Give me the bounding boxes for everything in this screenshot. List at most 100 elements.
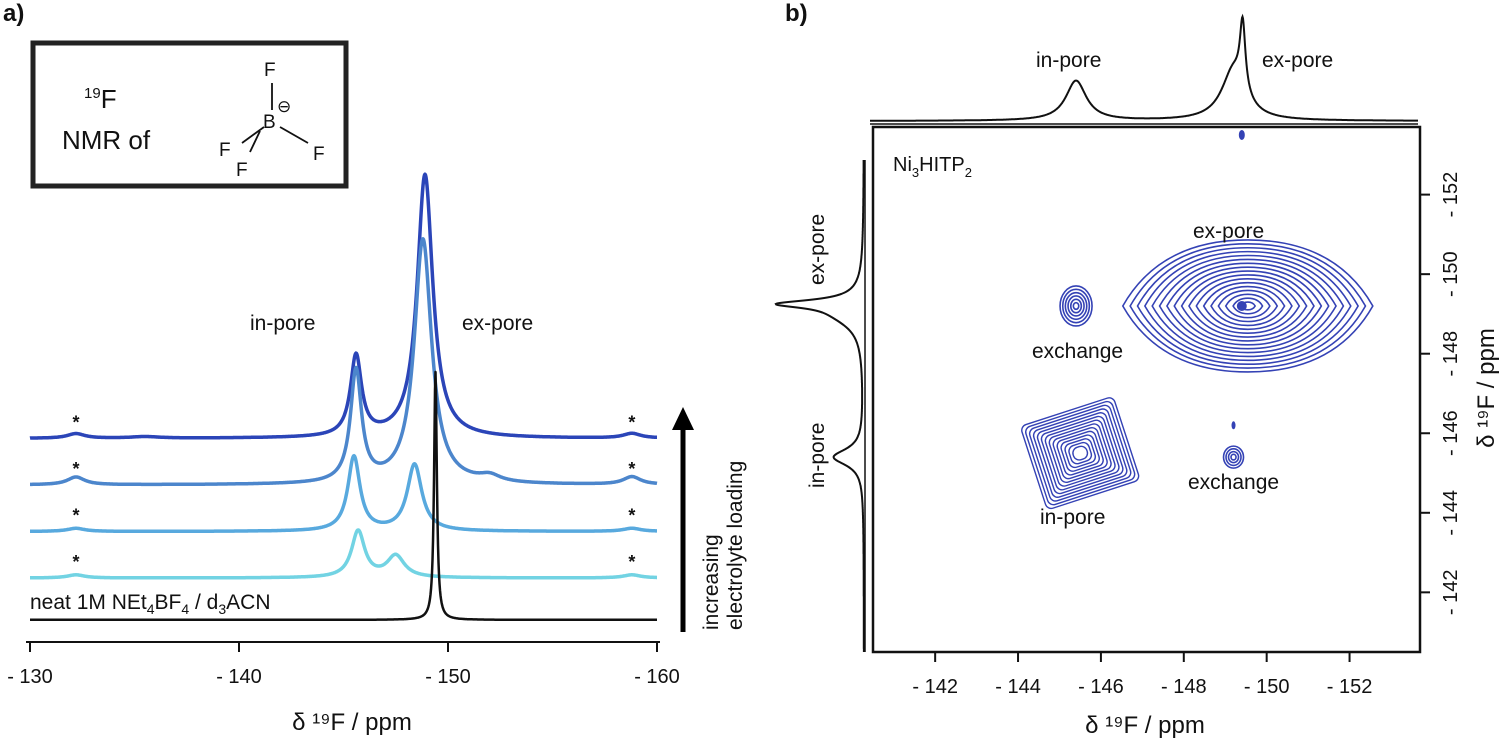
x-tick-label-b-4: - 150 [1244, 676, 1290, 698]
x-tick-label-b-1: - 144 [995, 676, 1041, 698]
proj-side-ex-pore: ex-pore [806, 214, 829, 285]
in-pore-contour-10 [1036, 412, 1124, 495]
sl-p1: 3 [912, 165, 919, 180]
neat-electrolyte-label: neat 1M NEt4BF4 / d3ACN [30, 591, 271, 617]
panel-b: in-pore ex-pore ex-pore in-pore Ni3HITP2… [774, 13, 1500, 739]
in-pore-contour-9 [1040, 415, 1120, 491]
inset-box: 19F NMR of F F F F B ⊖ [30, 40, 349, 189]
in-pore-contour-3 [1064, 438, 1097, 469]
atom-b: B [263, 112, 276, 133]
sample-label: Ni3HITP2 [893, 154, 972, 180]
exchange-lower-contour-3 [1225, 448, 1242, 467]
top-edge-artifact [1238, 129, 1245, 140]
peak-label-exchange-upper: exchange [1032, 340, 1123, 363]
bl-p4: / d [189, 591, 218, 614]
sideband-marker-2-0: * [72, 506, 79, 526]
spectrum-series-4 [29, 370, 658, 622]
ex-pore-diagonal-contour-2 [1232, 297, 1264, 315]
sideband-marker-1-1: * [628, 459, 635, 479]
in-pore-contour-7 [1048, 423, 1112, 484]
sideband-marker-0-0: * [72, 413, 79, 433]
in-pore-contour-6 [1052, 426, 1108, 480]
atom-f-left: F [219, 140, 231, 161]
exchange-lower-contour-2 [1227, 450, 1240, 464]
panel-a: 19F NMR of F F F F B ⊖ * ** ** ** * in-pore … [7, 40, 747, 736]
inset-line1: 19F [84, 84, 117, 114]
x-tick-label-a-3: - 160 [634, 666, 680, 688]
bl-p0: neat 1M NEt [30, 591, 147, 614]
charge-icon: ⊖ [277, 97, 291, 116]
y-tick-label-b-1: - 144 [1440, 490, 1462, 536]
ex-pore-diagonal-contour-6 [1202, 281, 1293, 331]
sideband-marker-3-0: * [72, 552, 79, 572]
x-tick-label-b-5: - 152 [1327, 676, 1373, 698]
ex-pore-diagonal-contour-9 [1180, 270, 1315, 342]
spectrum-series-0 [28, 172, 659, 440]
ex-pore-diagonal-contour-10 [1173, 266, 1323, 346]
ex-pore-diagonal-contour-11 [1166, 262, 1330, 350]
in-pore-contour-2 [1068, 441, 1093, 465]
contour-peaks [1021, 129, 1374, 510]
in-pore-contour-5 [1056, 430, 1104, 476]
atom-f-top: F [264, 60, 276, 81]
panel-a-label: a) [3, 0, 24, 27]
atom-f-bottom: F [236, 160, 248, 181]
sl-p2: HITP [919, 154, 965, 176]
ex-pore-diagonal-contour-17 [1121, 239, 1374, 373]
in-pore-contour-11 [1032, 408, 1128, 498]
sl-p0: Ni [893, 154, 912, 176]
spectrum-series-1 [28, 237, 659, 487]
inset-line2: NMR of [62, 125, 151, 155]
ex-pore-diagonal-contour-5 [1210, 285, 1286, 327]
in-pore-contour-14 [1021, 397, 1140, 510]
exchange-upper-contour-5 [1061, 288, 1091, 324]
exchange-upper-contour-2 [1069, 298, 1083, 314]
ex-pore-diagonal-contour-14 [1143, 250, 1352, 362]
in-pore-contour-13 [1025, 400, 1136, 506]
spectrum-series-3 [28, 528, 659, 580]
y-tick-label-b-2: - 146 [1440, 410, 1462, 456]
peak-label-in-pore: in-pore [1040, 506, 1105, 529]
x-ticks-a: - 130 - 140 - 150 - 160 [7, 642, 680, 688]
in-pore-contour-12 [1028, 404, 1132, 502]
sideband-marker-1-0: * [72, 459, 79, 479]
ex-pore-diagonal-contour-4 [1217, 289, 1279, 323]
exchange-upper-contour-6 [1059, 285, 1093, 327]
exchange-upper-contour-3 [1067, 295, 1085, 317]
x-tick-label-a-0: - 130 [7, 666, 53, 688]
side-projection [774, 160, 865, 652]
bl-p1: 4 [147, 601, 155, 617]
x-tick-label-a-2: - 150 [425, 666, 471, 688]
y-tick-label-b-0: - 142 [1440, 570, 1462, 616]
atom-f-right: F [313, 144, 325, 165]
x-axis-label-b: δ ¹⁹F / ppm [1085, 712, 1205, 739]
y-tick-label-b-4: - 150 [1440, 251, 1462, 297]
x-tick-label-a-1: - 140 [216, 666, 262, 688]
x-tick-label-b-0: - 142 [912, 676, 958, 698]
ex-pore-diagonal-contour-7 [1195, 278, 1301, 334]
sideband-marker-3-1: * [628, 552, 635, 572]
proj-top-in-pore: in-pore [1036, 49, 1101, 72]
exchange-upper-contour-1 [1072, 301, 1080, 311]
peak-label-ex-pore: ex-pore [1193, 220, 1264, 243]
y-ticks-b: - 142 - 144 - 146 - 148 - 150 - 152 [1420, 172, 1462, 615]
bl-p6: ACN [226, 591, 270, 614]
ex-pore-diagonal-contour-3 [1224, 293, 1271, 319]
bl-p5: 3 [218, 601, 226, 617]
peak-label-exchange-lower: exchange [1188, 471, 1279, 494]
ex-pore-diagonal-contour-8 [1188, 274, 1308, 338]
label-ex-pore-a: ex-pore [462, 312, 533, 335]
ex-pore-diagonal-contour-16 [1129, 243, 1367, 369]
exchange-upper-contour-4 [1064, 291, 1088, 321]
exchange-lower-contour-4 [1222, 445, 1245, 469]
contour-plot-frame [871, 125, 1422, 654]
x-ticks-b: - 142 - 144 - 146 - 148 - 150 - 152 [912, 652, 1372, 698]
ex-pore-diagonal-contour-15 [1136, 246, 1360, 366]
top-projection [870, 13, 1418, 122]
ex-pore-center [1236, 300, 1247, 311]
y-tick-label-b-3: - 148 [1440, 331, 1462, 377]
side-label-line2: electrolyte loading [724, 461, 747, 630]
bl-p2: BF [155, 591, 182, 614]
in-pore-contour-1 [1072, 445, 1089, 461]
inset-frame [30, 40, 349, 189]
